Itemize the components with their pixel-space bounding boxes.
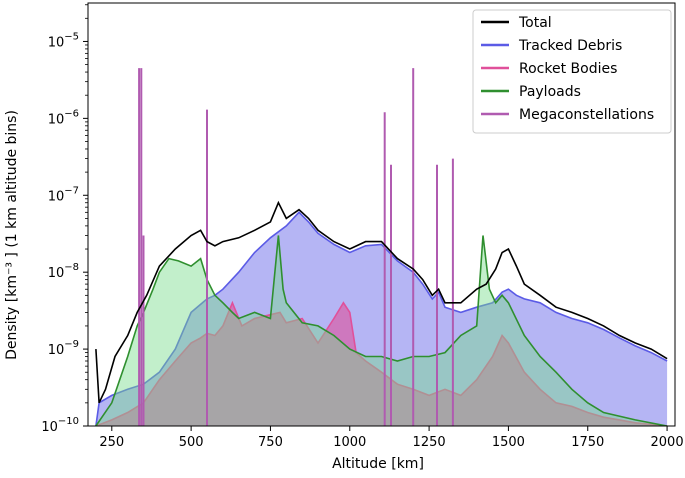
plot-frame: [87, 2, 676, 427]
legend-label-payloads: Payloads: [519, 84, 581, 100]
y-axis-label: Density [km⁻³ ] (1 km altitude bins): [4, 110, 20, 360]
x-axis-label: Altitude [km]: [332, 456, 424, 472]
x-tick-label-1750: 1750: [571, 435, 604, 450]
legend-box: [472, 9, 672, 134]
legend-label-megaconstellations: Megaconstellations: [519, 107, 654, 123]
x-tick-label-750: 750: [258, 435, 283, 450]
x-tick-label-500: 500: [179, 435, 204, 450]
y-tick-label-4: 10−6: [48, 108, 79, 127]
tracked-debris-line: [95, 211, 668, 426]
y-tick-label-3: 10−7: [48, 185, 79, 204]
legend-label-tracked-debris: Tracked Debris: [518, 38, 622, 54]
payloads-line: [95, 235, 668, 426]
legend-label-total: Total: [518, 15, 552, 31]
rocket-bodies-area: [95, 302, 668, 426]
payloads-area: [95, 235, 668, 426]
x-tick-label-250: 250: [99, 435, 124, 450]
y-tick-label-2: 10−8: [48, 262, 79, 281]
x-tick-label-1500: 1500: [492, 435, 525, 450]
axes: 250 500 750 1000 1250 1500 1750 2000 10−10 10−9 10…: [41, 2, 684, 450]
legend: Total Tracked Debris Rocket Bodies Payloads…: [472, 9, 672, 134]
series-group: [95, 68, 668, 426]
x-tick-label-2000: 2000: [651, 435, 684, 450]
y-tick-label-5: 10−5: [48, 31, 79, 50]
total-line: [95, 200, 668, 404]
x-tick-label-1000: 1000: [333, 435, 366, 450]
rocket-bodies-line: [95, 300, 668, 426]
x-tick-label-1250: 1250: [413, 435, 446, 450]
legend-label-rocket-bodies: Rocket Bodies: [519, 61, 617, 77]
y-tick-label-0: 10−10: [41, 416, 79, 435]
y-tick-label-1: 10−9: [48, 339, 79, 358]
plot-area: [95, 68, 668, 426]
